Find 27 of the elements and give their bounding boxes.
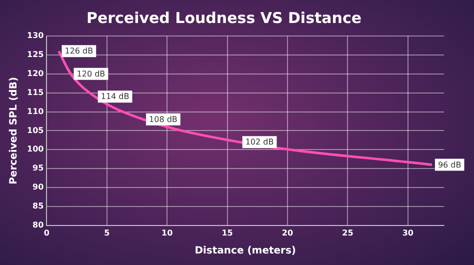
x-tick-label: 0 (44, 228, 50, 238)
x-tick-label: 5 (104, 228, 110, 238)
data-label: 102 dB (245, 138, 274, 147)
y-tick-label: 110 (26, 106, 44, 116)
y-tick-label: 80 (32, 220, 44, 230)
y-tick-label: 100 (26, 144, 44, 154)
y-tick-label: 90 (32, 182, 44, 192)
y-tick-label: 105 (26, 126, 44, 135)
data-label: 126 dB (64, 46, 94, 56)
data-label: 96 dB (438, 160, 462, 170)
data-label: 114 dB (100, 92, 130, 102)
y-tick-label: 85 (32, 202, 44, 211)
x-tick-label: 25 (342, 228, 354, 238)
y-axis-title: Perceived SPL (dB) (8, 76, 20, 184)
x-tick-label: 20 (282, 228, 294, 238)
x-tick-label: 10 (162, 228, 174, 238)
x-tick-label: 30 (402, 228, 414, 238)
y-tick-label: 125 (26, 50, 44, 60)
y-tick-label: 120 (26, 68, 44, 78)
x-axis-title: Distance (meters) (194, 246, 296, 257)
data-label: 108 dB (149, 114, 178, 124)
chart-title: Perceived Loudness VS Distance (86, 8, 362, 27)
data-label: 120 dB (76, 69, 106, 78)
y-tick-label: 95 (32, 164, 44, 173)
y-tick-label: 130 (26, 31, 44, 40)
x-tick-label: 15 (222, 228, 234, 238)
y-tick-label: 115 (26, 88, 44, 97)
